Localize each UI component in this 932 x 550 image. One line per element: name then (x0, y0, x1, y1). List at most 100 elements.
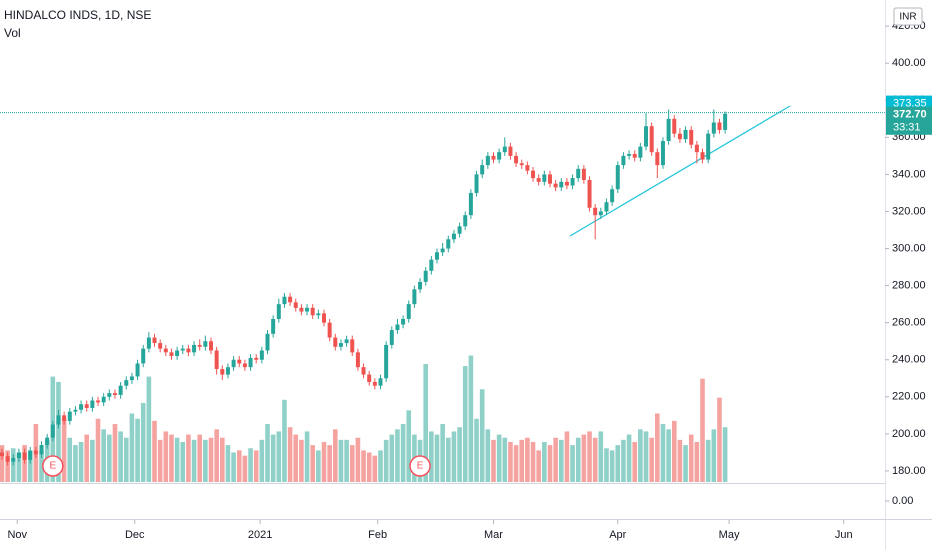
volume-bar (553, 437, 558, 482)
candle-body (79, 404, 84, 410)
candle-body (694, 144, 699, 153)
volume-bar (513, 445, 519, 482)
candle-body (401, 318, 406, 325)
candle-body (689, 129, 694, 145)
volume-bar (632, 441, 638, 482)
candle-body (90, 400, 95, 408)
candle-body (497, 152, 502, 160)
candle-body (214, 350, 219, 370)
candle-body (288, 296, 293, 303)
candle-body (666, 118, 671, 142)
candle-body (610, 189, 615, 203)
volume-bar (310, 445, 316, 482)
volume-bar (626, 434, 632, 482)
candle-body (570, 178, 575, 186)
candle-body (112, 393, 117, 395)
volume-bar (140, 402, 146, 482)
volume-bar (174, 437, 180, 482)
volume-bar (355, 437, 361, 482)
volume-bar (530, 441, 536, 482)
y-tick-label: 240.00 (892, 354, 926, 366)
candle-body (11, 457, 16, 462)
candle-body (56, 415, 61, 425)
volume-bar (186, 434, 191, 482)
volume-bar (440, 424, 445, 482)
candle-body (576, 168, 581, 179)
earnings-marker[interactable] (409, 455, 431, 477)
candle-body (632, 154, 637, 158)
volume-bar (575, 437, 581, 482)
candle-body (627, 154, 632, 156)
volume-label: Vol (4, 26, 21, 40)
volume-bar (717, 397, 722, 482)
candle-body (163, 348, 168, 353)
candle-body (536, 178, 541, 182)
candle-body (514, 155, 519, 164)
volume-bar (451, 431, 457, 482)
candle-body (644, 126, 649, 147)
x-tick-label: Apr (609, 529, 626, 541)
volume-bar (485, 429, 491, 482)
candle-body (293, 302, 298, 308)
volume-bar (502, 437, 508, 482)
candle-body (175, 350, 180, 357)
y-tick-label: 0.00 (892, 495, 913, 507)
candle-body (531, 170, 536, 179)
volume-bar (655, 413, 660, 482)
x-tick-label: Feb (368, 529, 387, 541)
candle-body (141, 348, 146, 364)
x-tick-label: 2021 (248, 529, 272, 541)
y-tick-label: 400.00 (892, 57, 926, 69)
candle-body (434, 252, 439, 260)
candle-body (406, 304, 411, 319)
candle-body (429, 259, 434, 271)
candle-body (254, 357, 259, 360)
volume-bar (604, 448, 609, 482)
candle-body (158, 343, 163, 349)
volume-bar (694, 441, 700, 482)
candle-body (717, 122, 722, 130)
volume-bar (321, 441, 327, 482)
earnings-marker[interactable] (42, 455, 64, 477)
volume-bar (609, 450, 615, 482)
volume-bar (649, 437, 654, 482)
volume-bar (434, 434, 440, 482)
volume-bar (372, 455, 378, 482)
volume-bar (378, 450, 383, 482)
candle-body (711, 122, 716, 134)
candle-body (310, 307, 315, 316)
candle-body (581, 168, 586, 180)
volume-bar (16, 452, 22, 482)
volume-bar (587, 431, 592, 482)
candle-body (73, 409, 78, 412)
volume-bar (78, 441, 84, 482)
volume-bar (135, 418, 140, 482)
volume-bar (214, 429, 219, 482)
candle-body (67, 411, 72, 421)
candle-body (118, 385, 123, 395)
candle-body (706, 133, 711, 160)
candle-body (723, 113, 728, 130)
volume-bar (496, 434, 502, 482)
volume-bar (445, 437, 451, 482)
candle-body (50, 424, 55, 438)
volume-bar (73, 445, 78, 482)
volume-bar (0, 445, 5, 482)
volume-bar (169, 434, 174, 482)
currency-box[interactable] (893, 7, 923, 26)
candle-body (299, 307, 304, 312)
volume-bar (468, 355, 474, 482)
candle-body (231, 359, 236, 368)
volume-bar (349, 445, 355, 482)
candle-body (305, 307, 310, 312)
volume-bar (705, 439, 711, 482)
volume-bar (525, 437, 530, 482)
volume-bar (688, 434, 694, 482)
candle-body (621, 155, 626, 166)
volume-bar (570, 445, 575, 482)
candle-body (197, 344, 202, 347)
x-tick-label: May (719, 529, 740, 541)
volume-bar (304, 431, 310, 482)
volume-bar (22, 445, 27, 482)
volume-bar (547, 445, 553, 482)
